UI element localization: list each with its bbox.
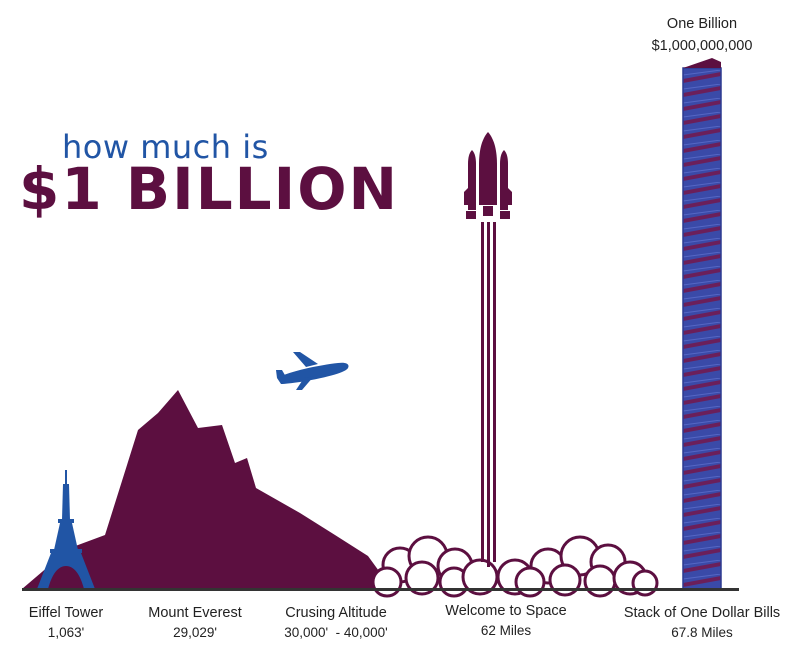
label-name: Eiffel Tower: [28, 605, 104, 621]
label-value: 29,029': [173, 625, 217, 640]
label-value: 62 Miles: [480, 623, 532, 638]
label-mount-everest: Mount Everest 29,029': [148, 603, 242, 643]
title-one-billion: $1 BILLION: [19, 155, 400, 223]
label-value: 1,063': [47, 625, 85, 640]
dollar-stack-icon: [682, 58, 722, 591]
airplane-icon: [276, 352, 349, 390]
space-shuttle-icon: [464, 132, 512, 219]
cloud-icon: [371, 535, 659, 598]
label-name: Welcome to Space: [445, 603, 567, 619]
title-how-much-is: how much is: [62, 128, 269, 166]
top-label-value: $1,000,000,000: [651, 38, 753, 54]
rocket-trail: [481, 222, 496, 567]
label-value: 30,000' - 40,000': [284, 625, 388, 640]
label-name: Stack of One Dollar Bills: [623, 605, 781, 621]
label-dollar-stack: Stack of One Dollar Bills 67.8 Miles: [624, 603, 780, 643]
top-label-one-billion: One Billion $1,000,000,000: [652, 13, 753, 57]
top-label-name: One Billion: [666, 16, 738, 32]
label-crusing-altitude: Crusing Altitude 30,000' - 40,000': [284, 603, 388, 643]
label-name: Mount Everest: [148, 605, 242, 621]
label-welcome-to-space: Welcome to Space 62 Miles: [445, 601, 566, 641]
label-name: Crusing Altitude: [285, 605, 387, 621]
label-eiffel-tower: Eiffel Tower 1,063': [29, 603, 103, 643]
ground-line: [22, 588, 739, 591]
label-value: 67.8 Miles: [671, 625, 733, 640]
mountain-icon: [22, 390, 392, 589]
eiffel-tower-icon: [37, 470, 95, 589]
